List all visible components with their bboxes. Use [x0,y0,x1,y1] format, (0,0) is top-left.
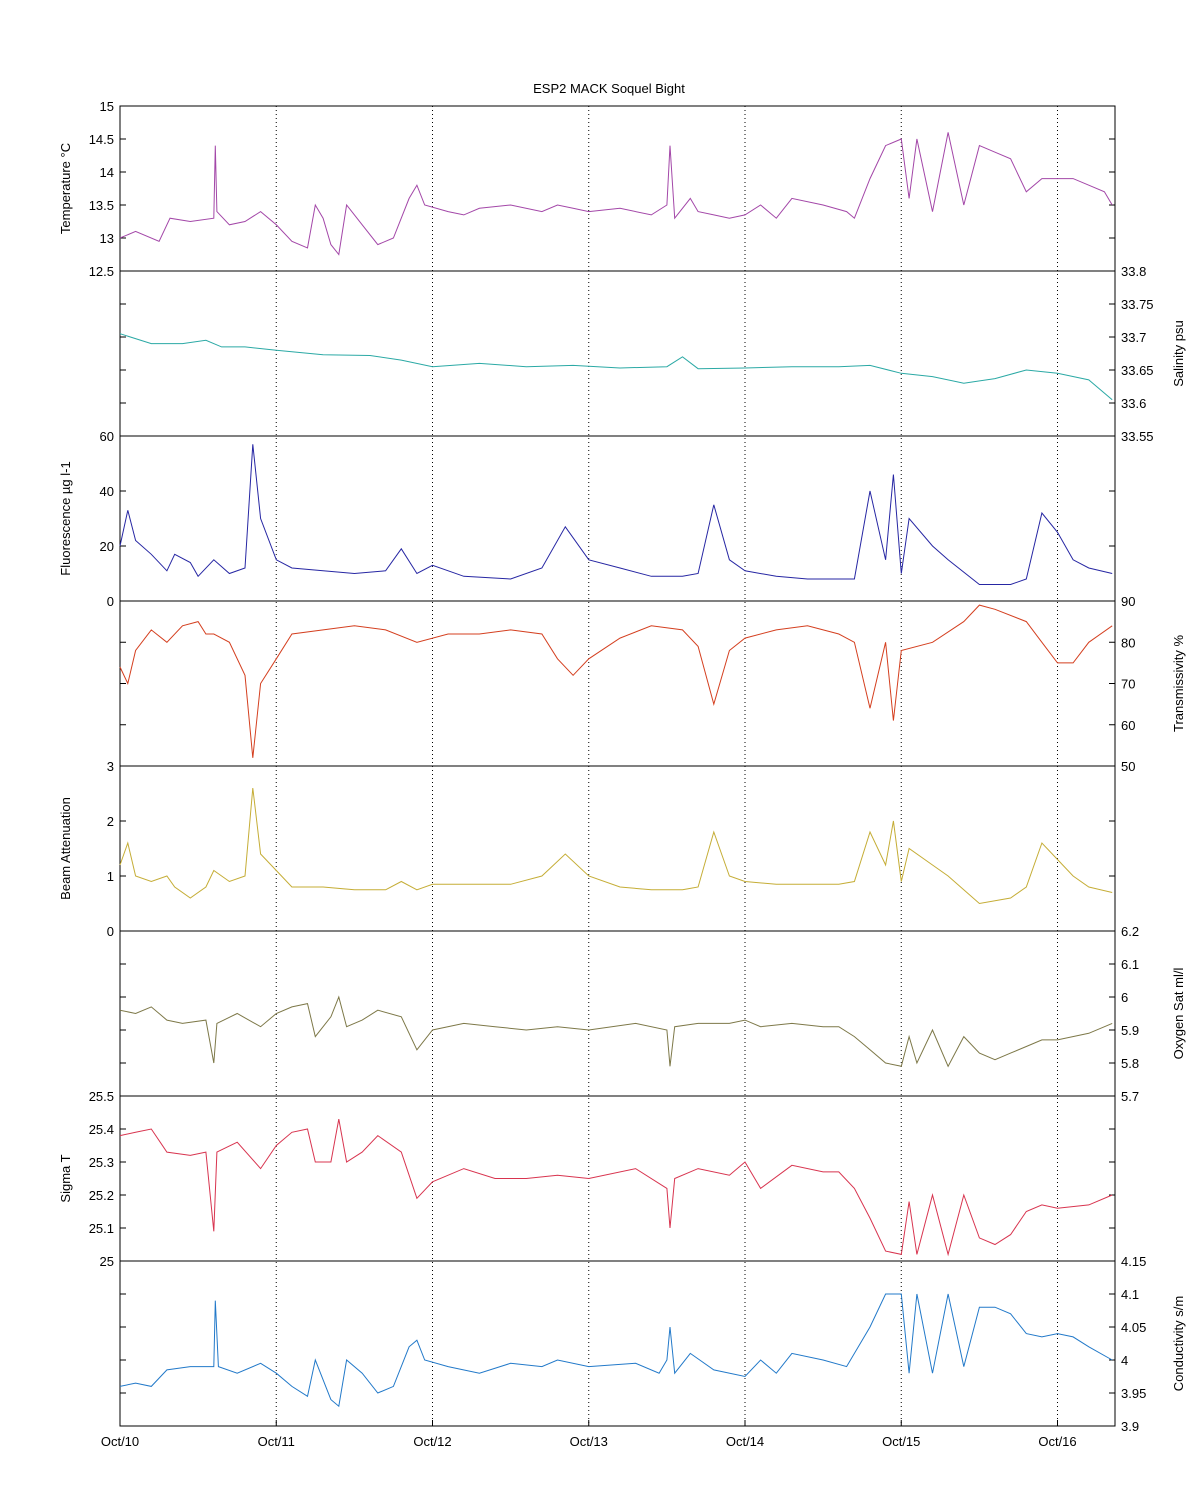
fluorescence-ytick-label: 40 [100,484,114,499]
temperature-ylabel: Temperature °C [58,143,73,234]
conductivity-series-line [119,1293,1113,1408]
panel-salinity: 33.55 33.6 33.65 33.7 33.75 33.8 Salinity psu [119,264,1186,444]
conductivity-ytick-label: 3.9 [1121,1419,1139,1434]
sigma_t-ytick-label: 25.2 [89,1188,114,1203]
salinity-ytick-label: 33.6 [1121,396,1146,411]
sigma_t-ytick-label: 25.3 [89,1155,114,1170]
sigma_t-ytick-label: 25.5 [89,1089,114,1104]
salinity-ytick-label: 33.55 [1121,429,1154,444]
oxygen_sat-series-line [119,995,1113,1068]
beam_attenuation-ylabel: Beam Attenuation [58,797,73,900]
oxygen_sat-ytick-label: 6.2 [1121,924,1139,939]
sigma_t-ytick-label: 25.4 [89,1122,114,1137]
oxygen_sat-plot-frame [119,930,1116,1097]
salinity-plot-frame [119,270,1116,437]
transmissivity-ytick-label: 90 [1121,594,1135,609]
salinity-ytick-label: 33.7 [1121,330,1146,345]
xtick-label: Oct/13 [570,1434,608,1449]
conductivity-ytick-label: 4.1 [1121,1287,1139,1302]
salinity-ytick-label: 33.75 [1121,297,1154,312]
temperature-ytick-label: 15 [100,99,114,114]
transmissivity-series-line [119,604,1113,758]
beam_attenuation-ytick-label: 0 [107,924,114,939]
conductivity-ytick-label: 4 [1121,1353,1128,1368]
salinity-series-line [119,333,1113,401]
sigma_t-ytick-label: 25.1 [89,1221,114,1236]
sigma_t-series-line [119,1119,1113,1257]
chart-title: ESP2 MACK Soquel Bight [533,81,685,96]
temperature-ytick-label: 12.5 [89,264,114,279]
conductivity-ytick-label: 4.15 [1121,1254,1146,1269]
panel-conductivity: 3.9 3.95 4 4.05 4.1 4.15 Conductivity s/m [119,1254,1186,1434]
transmissivity-ytick-label: 50 [1121,759,1135,774]
oxygen_sat-ytick-label: 5.9 [1121,1023,1139,1038]
transmissivity-plot-frame [119,600,1116,767]
transmissivity-ylabel: Transmissivity % [1171,635,1186,732]
transmissivity-ytick-label: 80 [1121,635,1135,650]
beam_attenuation-ytick-label: 3 [107,759,114,774]
xtick-label: Oct/11 [258,1434,295,1449]
oxygen_sat-ytick-label: 6 [1121,990,1128,1005]
x-axis: Oct/10 Oct/11 Oct/12 Oct/13 Oct/14 Oct/15 Oct/… [101,1420,1077,1449]
xtick-label: Oct/10 [101,1434,139,1449]
panel-fluorescence: 0 20 40 60 Fluorescence µg l-1 [58,429,1116,609]
sigma_t-ytick-label: 25 [100,1254,114,1269]
panel-beam_attenuation: 0 1 2 3 Beam Attenuation [58,759,1116,939]
temperature-ytick-label: 14.5 [89,132,114,147]
oxygen_sat-ylabel: Oxygen Sat ml/l [1171,968,1186,1060]
sigma_t-plot-frame [119,1095,1116,1262]
temperature-ytick-label: 13 [100,231,114,246]
xtick-label: Oct/15 [882,1434,920,1449]
salinity-ytick-label: 33.8 [1121,264,1146,279]
panel-transmissivity: 50 60 70 80 90 Transmissivity % [119,594,1186,774]
fluorescence-series-line [119,444,1113,585]
conductivity-ylabel: Conductivity s/m [1171,1296,1186,1391]
beam_attenuation-ytick-label: 1 [107,869,114,884]
oxygen_sat-ytick-label: 5.7 [1121,1089,1139,1104]
temperature-ytick-label: 13.5 [89,198,114,213]
fluorescence-ytick-label: 60 [100,429,114,444]
conductivity-ytick-label: 4.05 [1121,1320,1146,1335]
panel-sigma_t: 25 25.1 25.2 25.3 25.4 25.5 Sigma T [58,1089,1116,1269]
temperature-series-line [119,132,1113,256]
xtick-label: Oct/16 [1038,1434,1076,1449]
xtick-label: Oct/12 [413,1434,451,1449]
panel-oxygen_sat: 5.7 5.8 5.9 6 6.1 6.2 Oxygen Sat ml/l [119,924,1186,1104]
fluorescence-plot-frame [119,435,1116,602]
beam_attenuation-series-line [119,787,1113,905]
beam_attenuation-plot-frame [119,765,1116,932]
fluorescence-ytick-label: 20 [100,539,114,554]
conductivity-plot-frame [119,1260,1116,1427]
transmissivity-ytick-label: 70 [1121,677,1135,692]
conductivity-ytick-label: 3.95 [1121,1386,1146,1401]
salinity-ylabel: Salinity psu [1171,320,1186,386]
temperature-ytick-label: 14 [100,165,114,180]
beam_attenuation-ytick-label: 2 [107,814,114,829]
oxygen_sat-ytick-label: 5.8 [1121,1056,1139,1071]
fluorescence-ytick-label: 0 [107,594,114,609]
fluorescence-ylabel: Fluorescence µg l-1 [58,461,73,575]
sigma_t-ylabel: Sigma T [58,1154,73,1202]
panel-temperature: 12.5 13 13.5 14 14.5 15 Temperature °C [58,99,1116,279]
oxygen_sat-ytick-label: 6.1 [1121,957,1139,972]
transmissivity-ytick-label: 60 [1121,718,1135,733]
temperature-plot-frame [119,105,1116,272]
xtick-label: Oct/14 [726,1434,764,1449]
salinity-ytick-label: 33.65 [1121,363,1154,378]
